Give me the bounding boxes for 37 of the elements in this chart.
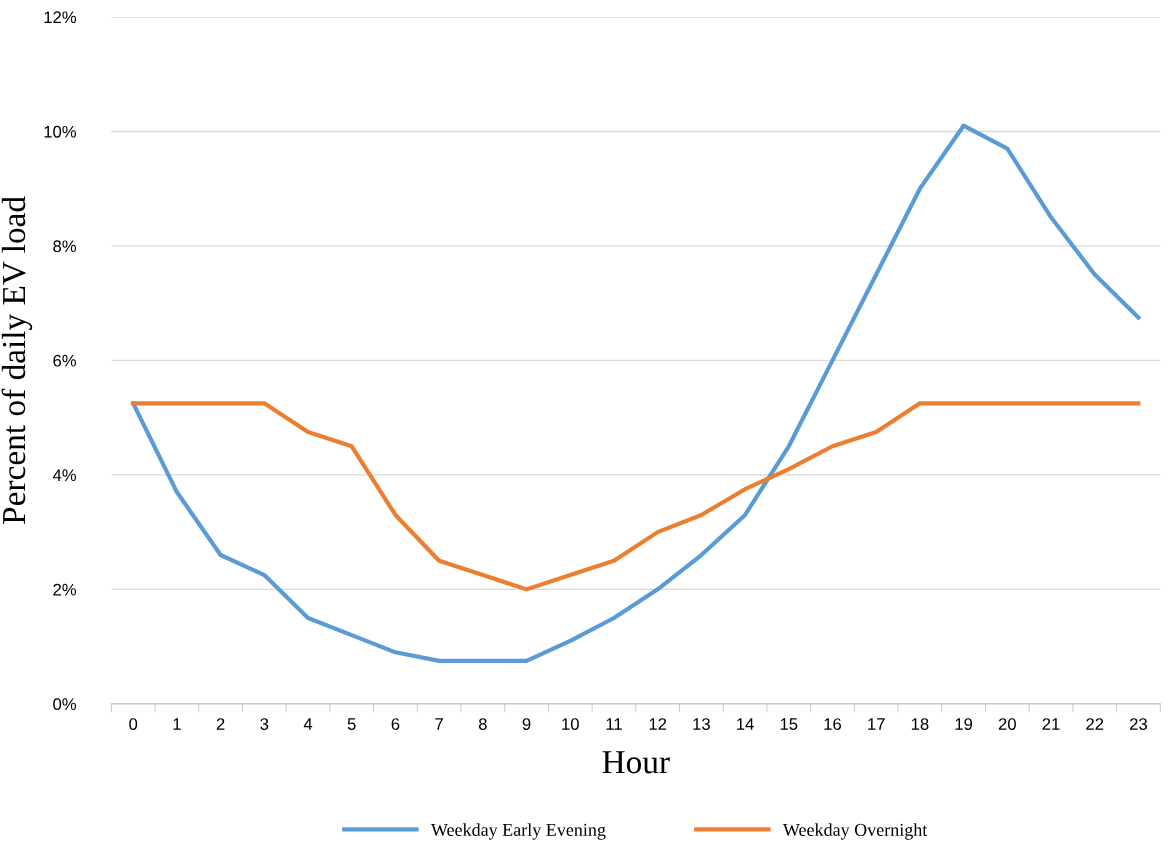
x-tick-label: 23 — [1130, 718, 1147, 730]
x-tick-label: 19 — [955, 718, 973, 730]
x-tick-label: 13 — [693, 718, 710, 730]
x-tick-label: 8 — [478, 718, 487, 730]
y-axis-title: Percent of daily EV load — [1, 196, 33, 524]
x-tick-label: 11 — [606, 718, 622, 730]
x-tick-label: 15 — [780, 718, 798, 730]
x-tick-label: 3 — [260, 718, 269, 730]
x-tick-label: 17 — [868, 718, 885, 730]
x-tick-label: 14 — [737, 718, 754, 730]
x-tick-label: 10 — [562, 718, 579, 730]
line-series — [131, 123, 1141, 663]
x-tick-label: 12 — [649, 718, 667, 730]
y-tick-label: 0% — [53, 698, 77, 711]
y-tick-label: 6% — [53, 354, 77, 367]
y-tick-label: 8% — [53, 240, 77, 253]
legend-label: Weekday Overnight — [782, 823, 928, 840]
legend-label: Weekday Early Evening — [430, 823, 606, 840]
x-tick-label: 1 — [173, 718, 181, 730]
x-tick-label: 5 — [347, 718, 356, 730]
y-tick-label: 4% — [52, 469, 77, 482]
x-tick-label: 7 — [435, 718, 443, 730]
y-tick-label: 12% — [44, 11, 77, 24]
x-tick-label: 0 — [129, 718, 138, 730]
x-tick-label: 9 — [522, 718, 531, 730]
x-tick-label: 20 — [998, 718, 1016, 730]
x-tick-label: 21 — [1042, 718, 1060, 730]
y-tick-label: 10% — [44, 125, 77, 138]
line-series — [131, 401, 1141, 592]
y-tick-label: 2% — [53, 583, 77, 596]
x-tick-label: 6 — [391, 718, 400, 730]
x-tick-label: 18 — [911, 718, 929, 730]
x-axis-title: Hour — [602, 751, 670, 774]
x-tick-label: 2 — [216, 718, 225, 730]
x-tick-label: 4 — [303, 718, 313, 730]
x-tick-label: 22 — [1086, 718, 1104, 730]
x-tick-label: 16 — [824, 718, 842, 730]
